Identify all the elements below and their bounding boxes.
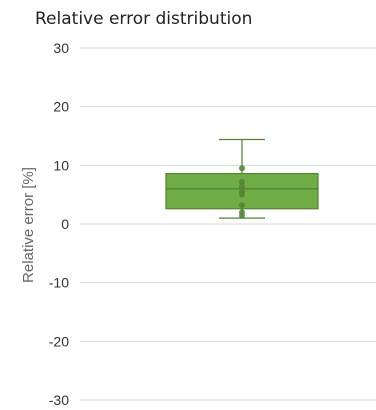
gridlines — [80, 47, 376, 401]
y-tick-labels: 30 20 10 0 -10 -20 -30 — [49, 40, 69, 408]
y-tick-label: 30 — [53, 40, 69, 56]
y-tick-label: 20 — [53, 99, 69, 115]
data-point — [239, 202, 245, 209]
data-point — [239, 191, 245, 198]
data-point — [239, 212, 245, 219]
y-tick-label: 0 — [61, 216, 69, 232]
y-axis-label: Relative error [%] — [20, 167, 37, 283]
chart-title: Relative error distribution — [35, 9, 252, 29]
y-tick-label: 10 — [53, 157, 69, 173]
y-tick-label: -10 — [49, 275, 69, 291]
data-point — [239, 165, 245, 172]
plot-area — [165, 138, 319, 219]
data-point — [239, 183, 245, 190]
y-tick-label: -20 — [49, 333, 69, 349]
data-point — [239, 178, 245, 185]
y-tick-label: -30 — [49, 392, 69, 408]
